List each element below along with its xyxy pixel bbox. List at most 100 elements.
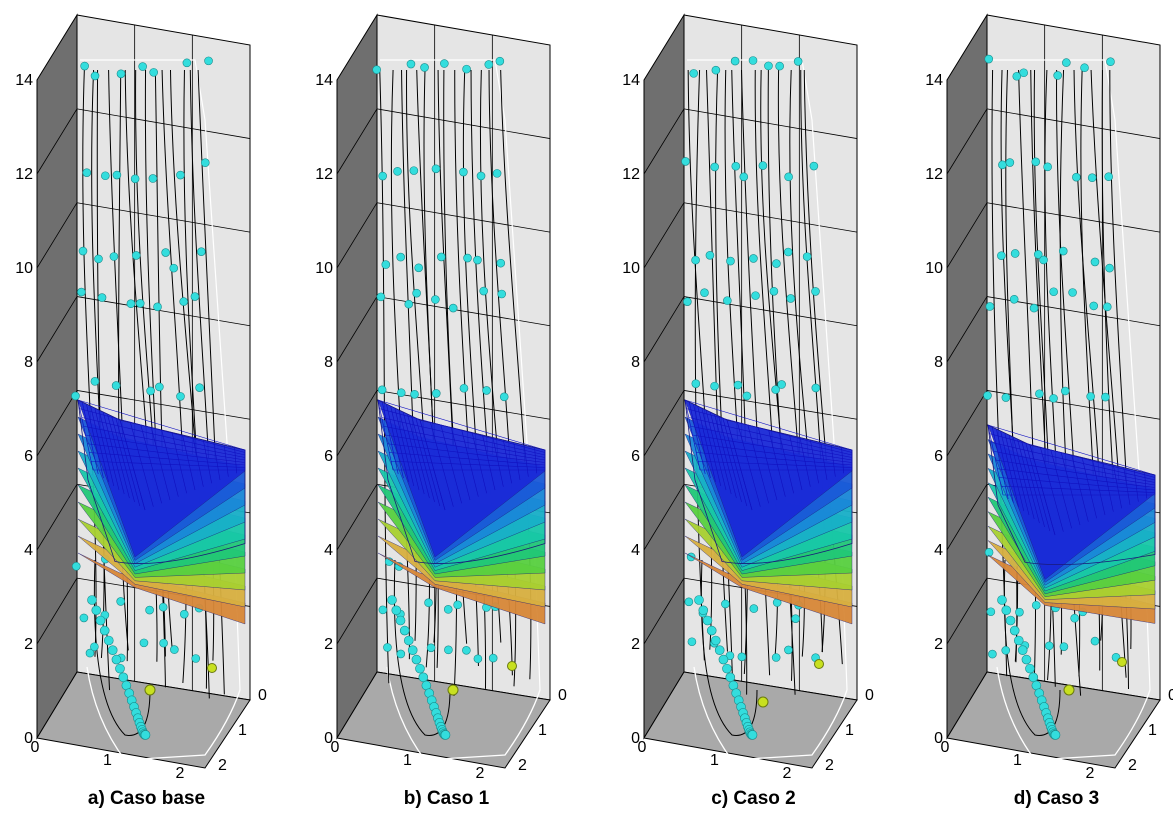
particle-dot <box>414 263 423 273</box>
particle-dot <box>396 649 406 659</box>
mesh-line <box>991 442 1156 481</box>
streamline <box>91 69 105 659</box>
mesh-line <box>684 399 853 451</box>
particle-dot <box>138 62 147 71</box>
particle-dot <box>496 258 506 268</box>
particle-dot <box>149 68 158 77</box>
mesh-line <box>820 442 828 481</box>
particle-dot <box>107 645 118 655</box>
left-grid-line <box>946 202 988 269</box>
x-tick-label: 1 <box>1013 752 1022 769</box>
mesh-line <box>696 452 853 466</box>
particle-dot <box>1031 600 1041 610</box>
mesh-line <box>1029 444 1056 536</box>
z-tick-label: 14 <box>315 72 333 89</box>
particle-dot <box>1001 646 1011 655</box>
mesh-line <box>98 409 120 491</box>
y-tick-label: 2 <box>218 757 227 774</box>
particle-dot <box>706 625 717 636</box>
streamline <box>108 69 129 662</box>
streamline <box>740 69 771 676</box>
mesh-line <box>450 427 471 501</box>
mesh-line <box>688 417 853 456</box>
particle-dot <box>111 381 121 390</box>
y-tick-label: 2 <box>825 757 834 774</box>
z-tick-label: 12 <box>315 166 333 183</box>
mesh-line <box>391 460 546 468</box>
particle-dot <box>372 65 381 75</box>
particle-dot <box>495 56 505 66</box>
left-grid-line <box>336 577 378 645</box>
surface-wedge <box>684 399 853 625</box>
left-grid-line <box>946 484 988 551</box>
particle-dot <box>200 158 210 168</box>
particle-dot <box>462 646 471 655</box>
particle-dot <box>1090 636 1100 646</box>
left-grid-line <box>336 296 378 363</box>
particle-dot <box>1053 71 1062 80</box>
mesh-line <box>492 437 504 487</box>
particle-dot <box>1021 654 1032 665</box>
surface-outline <box>377 399 546 564</box>
particle-dot <box>396 252 405 262</box>
particle-dot <box>1043 162 1052 172</box>
particle-dot <box>710 381 719 391</box>
particle-dot <box>146 386 155 396</box>
mesh-line <box>1071 454 1089 522</box>
particle-dot <box>739 172 749 182</box>
z-tick-label: 6 <box>324 448 333 465</box>
particle-dot <box>1028 672 1039 683</box>
particle-dot <box>698 605 709 616</box>
particle-dot <box>176 170 185 180</box>
particle-dot <box>1005 158 1015 167</box>
particle-dot <box>784 645 793 655</box>
particle-dot <box>687 637 697 647</box>
back-grid-line <box>76 390 251 420</box>
particle-dot <box>440 59 449 68</box>
mesh-line <box>102 411 125 495</box>
particle-dot <box>1017 645 1028 655</box>
particle-dot <box>473 654 483 664</box>
panel-caso-base: 0 2 4 6 8 10 12 14 0 1 2 0 1 2 a) Caso base <box>0 0 293 820</box>
particle-dot <box>111 654 122 665</box>
particle-dot <box>476 171 486 181</box>
mesh-line <box>690 425 853 458</box>
particle-dot <box>1009 625 1020 636</box>
streamlines <box>687 69 843 736</box>
highlight-particle <box>447 684 459 696</box>
particle-dot <box>492 169 502 178</box>
particle-dot <box>1104 172 1113 182</box>
panel-caption: b) Caso 1 <box>403 788 490 809</box>
particle-dot <box>1089 301 1099 311</box>
particle-dot <box>109 252 119 261</box>
mesh-line <box>87 443 246 463</box>
particle-dot <box>775 61 784 71</box>
y-tick-label: 2 <box>518 757 527 774</box>
particle-dot <box>691 379 701 388</box>
mesh-line <box>85 434 246 461</box>
mesh-line <box>107 413 130 499</box>
mesh-line <box>415 417 441 507</box>
mesh-line <box>778 432 794 494</box>
reactor-outline <box>386 666 541 761</box>
mesh-line <box>726 419 753 511</box>
particle-dot <box>749 254 758 263</box>
particle-dot <box>97 293 107 302</box>
z-tick-label: 4 <box>934 542 943 559</box>
particle-dot <box>396 388 406 398</box>
y-tick-label: 2 <box>1128 757 1137 774</box>
particle-dot <box>179 609 189 619</box>
particle-dot <box>1050 730 1061 740</box>
particle-dot <box>473 255 482 265</box>
particle-dot <box>82 168 92 177</box>
particle-dot <box>1101 392 1110 402</box>
particle-dot <box>179 297 188 306</box>
particle-dot <box>726 256 735 266</box>
mesh-line <box>234 447 237 474</box>
particle-dot <box>403 635 414 646</box>
particle-dot <box>391 605 402 616</box>
mesh-line <box>390 405 409 483</box>
particle-dot <box>1035 389 1044 399</box>
mesh-line <box>192 437 204 487</box>
streamline <box>379 69 390 684</box>
